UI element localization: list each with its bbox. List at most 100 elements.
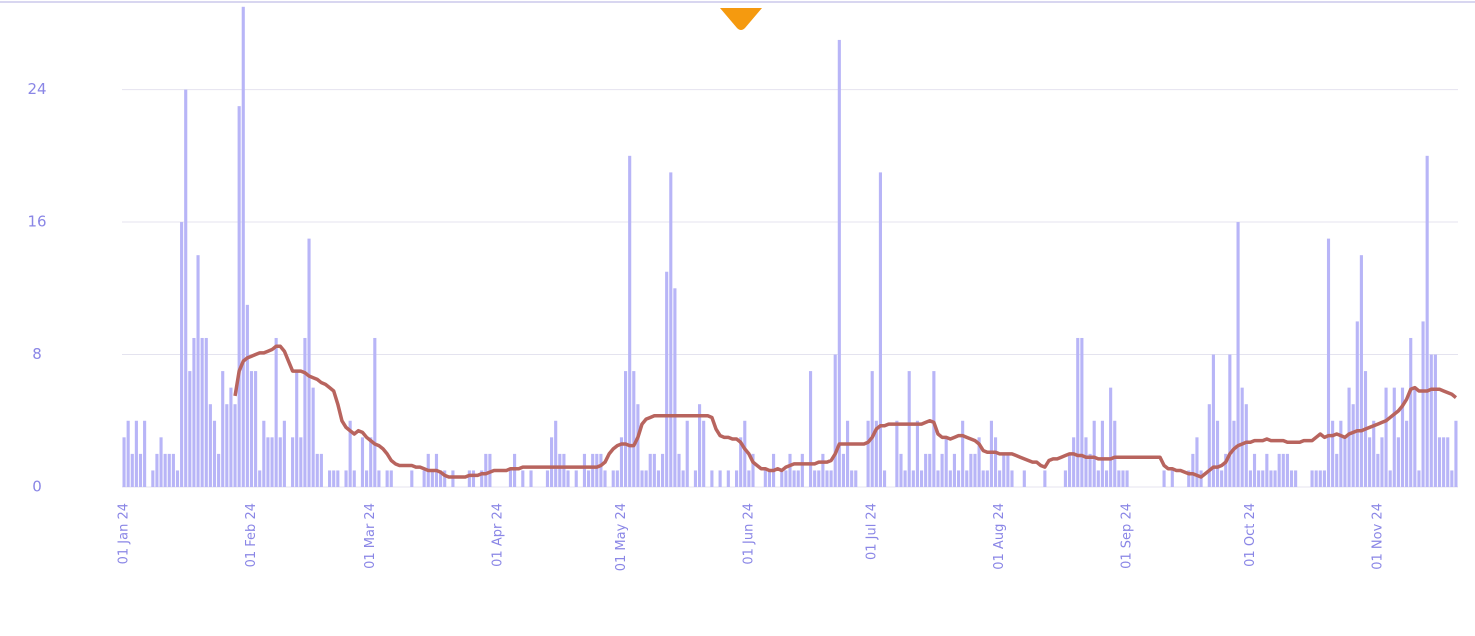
bar (171, 453, 175, 487)
bar (624, 371, 628, 487)
x-tick-label: 01 Jan 24 (117, 503, 132, 564)
bar (952, 453, 956, 487)
bar (1326, 238, 1331, 487)
bar (134, 420, 138, 487)
marker-triangle[interactable] (720, 8, 762, 30)
bar (1343, 437, 1347, 487)
bar (743, 420, 747, 487)
bar (698, 404, 702, 487)
x-tick-label: 01 Oct 24 (1243, 503, 1258, 567)
bar (1002, 453, 1006, 487)
bar (956, 470, 961, 487)
bar (1368, 437, 1372, 487)
bar (1100, 420, 1104, 487)
bar (1195, 437, 1199, 487)
bar (973, 453, 977, 487)
bar (1162, 470, 1166, 487)
bar (204, 337, 208, 487)
bar (981, 470, 985, 487)
bar (582, 453, 587, 487)
bar (1191, 453, 1195, 487)
bar (928, 453, 932, 487)
y-tick-label: 0 (32, 478, 42, 496)
bar (430, 470, 434, 487)
bar (1117, 470, 1121, 487)
bar (1294, 470, 1298, 487)
bar (1392, 387, 1396, 487)
bar (710, 470, 714, 487)
bar (734, 470, 739, 487)
bar (278, 437, 282, 487)
bar (270, 437, 274, 487)
bar (808, 371, 813, 487)
bar (1088, 453, 1092, 487)
bar (192, 337, 196, 487)
bar (249, 371, 254, 487)
bar (295, 371, 299, 487)
bar (1072, 437, 1076, 487)
bar (574, 470, 578, 487)
bar (225, 404, 229, 487)
bar (151, 470, 155, 487)
bar (587, 470, 591, 487)
bar (915, 420, 919, 487)
bar (1187, 470, 1191, 487)
bar (1281, 453, 1285, 487)
y-tick-label: 24 (27, 80, 46, 98)
bar (1437, 437, 1442, 487)
bar (237, 106, 241, 487)
bar (1236, 222, 1240, 487)
bar (208, 404, 212, 487)
bar (1372, 420, 1376, 487)
bar (739, 437, 743, 487)
bar (825, 470, 829, 487)
bar (1425, 155, 1429, 488)
bar (677, 453, 681, 487)
bar (1400, 387, 1405, 487)
bar (747, 470, 751, 487)
bar (1076, 337, 1080, 487)
bar (126, 420, 130, 487)
bar (365, 470, 369, 487)
bar (874, 420, 878, 487)
bar (1433, 354, 1437, 487)
bar (443, 470, 447, 487)
bar (1252, 453, 1257, 487)
bar (669, 172, 673, 487)
bar (932, 371, 936, 487)
bar (1405, 420, 1409, 487)
bar (184, 89, 188, 487)
bar (1113, 420, 1117, 487)
bar (895, 420, 899, 487)
bar (940, 453, 944, 487)
bar (944, 437, 948, 487)
bar (385, 470, 389, 487)
bar (221, 371, 225, 487)
bar (640, 470, 644, 487)
bar (307, 238, 311, 487)
bar (1248, 470, 1252, 487)
bar (1454, 420, 1458, 487)
bar (1450, 470, 1454, 487)
bar (1232, 420, 1236, 487)
bar (919, 470, 924, 487)
bar (344, 470, 348, 487)
bar (377, 470, 381, 487)
bar (332, 470, 336, 487)
bar (648, 453, 652, 487)
bar (175, 470, 180, 487)
x-tick-label: 01 Aug 24 (992, 503, 1007, 570)
bar (1096, 470, 1100, 487)
bar (1265, 453, 1269, 487)
bar (870, 371, 874, 487)
bar (1084, 437, 1088, 487)
bar (1010, 470, 1014, 487)
bar (138, 453, 143, 487)
bar (1269, 470, 1273, 487)
bar (644, 470, 648, 487)
bar (656, 470, 661, 487)
bar (800, 453, 804, 487)
bar (389, 470, 393, 487)
bar (619, 437, 624, 487)
bar (693, 470, 698, 487)
